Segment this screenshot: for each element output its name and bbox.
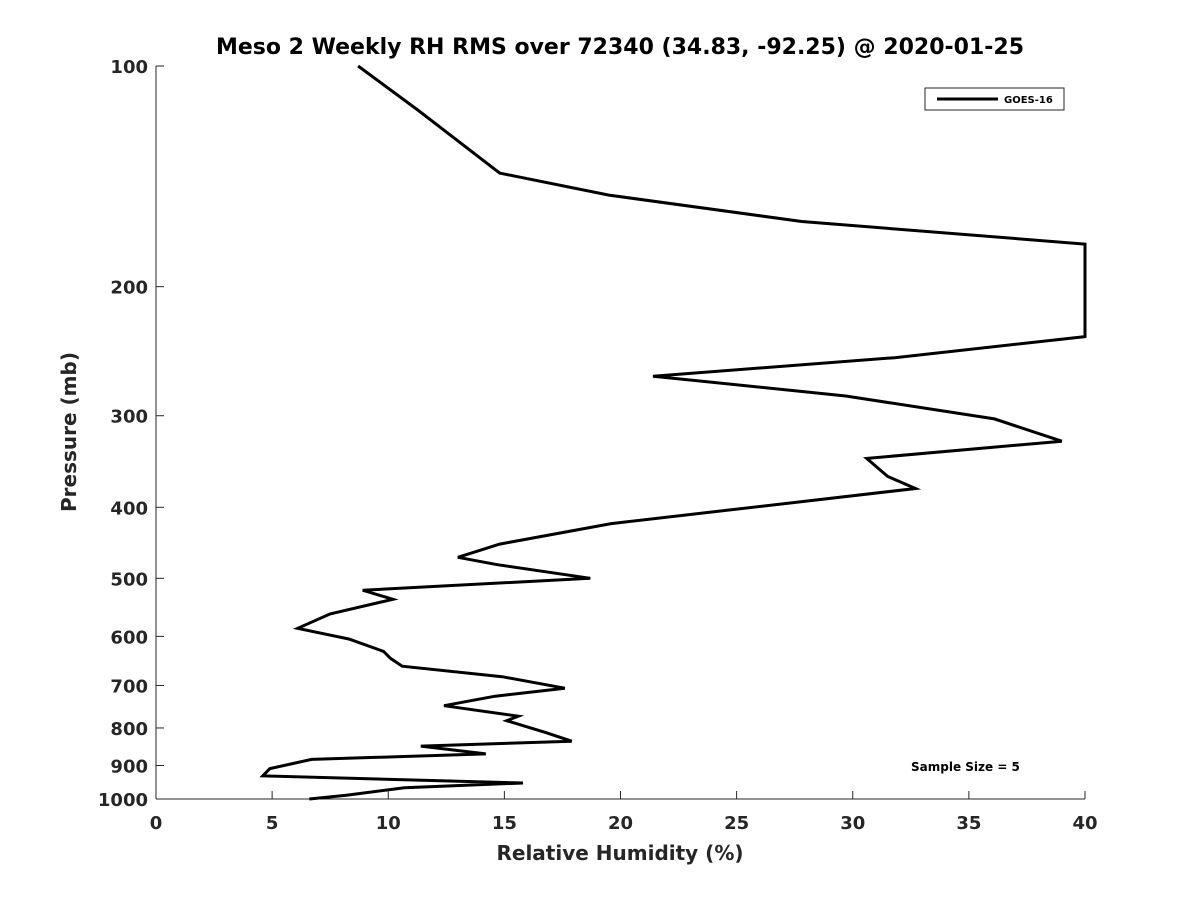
legend: GOES-16 bbox=[924, 87, 1065, 111]
y-tick-label: 800 bbox=[110, 719, 148, 740]
y-tick-label: 300 bbox=[110, 407, 148, 428]
x-tick-label: 10 bbox=[376, 813, 401, 834]
y-axis-label: Pressure (mb) bbox=[57, 352, 81, 512]
y-tick-label: 100 bbox=[110, 57, 148, 78]
plot-area: 0 5 10 15 20 25 30 35 40 100 200 300 400 500 600 700 80… bbox=[98, 57, 1098, 834]
x-tick-label: 5 bbox=[266, 813, 279, 834]
y-tick-label: 700 bbox=[110, 676, 148, 697]
series-layer bbox=[259, 64, 1087, 801]
x-tick-label: 30 bbox=[840, 813, 865, 834]
series-line-goes-16 bbox=[259, 64, 1087, 801]
chart-title: Meso 2 Weekly RH RMS over 72340 (34.83, … bbox=[216, 35, 1024, 60]
y-tick-label: 200 bbox=[110, 278, 148, 299]
sample-size-annotation: Sample Size = 5 bbox=[911, 760, 1020, 774]
x-tick-label: 0 bbox=[150, 813, 163, 834]
y-tick-label: 600 bbox=[110, 627, 148, 648]
x-axis-label: Relative Humidity (%) bbox=[496, 841, 743, 865]
x-tick-label: 40 bbox=[1072, 813, 1097, 834]
x-ticks: 0 5 10 15 20 25 30 35 40 bbox=[150, 791, 1098, 834]
y-tick-label: 400 bbox=[110, 498, 148, 519]
y-tick-label: 900 bbox=[110, 756, 148, 777]
x-tick-label: 15 bbox=[492, 813, 517, 834]
legend-label-goes-16: GOES-16 bbox=[1004, 95, 1053, 106]
y-ticks: 100 200 300 400 500 600 700 800 900 1000 bbox=[98, 57, 164, 811]
x-tick-label: 25 bbox=[724, 813, 749, 834]
y-tick-label: 500 bbox=[110, 569, 148, 590]
y-tick-label: 1000 bbox=[98, 790, 148, 811]
x-tick-label: 20 bbox=[608, 813, 633, 834]
x-tick-label: 35 bbox=[956, 813, 981, 834]
